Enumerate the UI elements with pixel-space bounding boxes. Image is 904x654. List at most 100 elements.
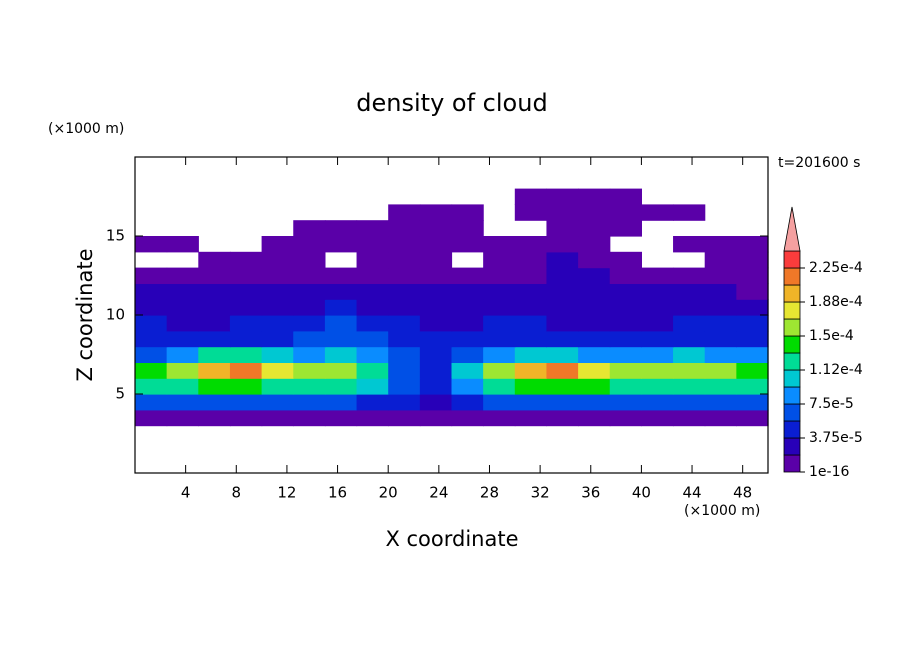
contour-cell	[546, 236, 579, 253]
contour-cell	[514, 283, 548, 300]
contour-cell	[514, 315, 548, 332]
contour-cell	[356, 409, 389, 427]
contour-cell	[324, 283, 358, 300]
contour-cell	[198, 409, 231, 427]
contour-cell	[229, 394, 263, 411]
contour-cell	[261, 362, 294, 379]
x-tick-label: 36	[581, 484, 600, 502]
contour-cell	[736, 346, 769, 363]
contour-cell	[578, 236, 611, 253]
contour-cell	[166, 299, 199, 316]
colorbar-tick-label: 3.75e-5	[809, 430, 863, 446]
contour-cell	[609, 315, 642, 332]
contour-cell	[514, 330, 548, 348]
contour-cell	[673, 330, 706, 348]
x-tick-label: 4	[181, 484, 191, 502]
contour-cell	[736, 267, 769, 284]
contour-cell	[546, 409, 579, 427]
contour-cell	[261, 315, 294, 332]
contour-cell	[261, 251, 294, 269]
contour-cell	[135, 299, 168, 316]
colorbar-bin	[783, 403, 801, 422]
contour-cell	[229, 299, 263, 316]
contour-cell	[546, 330, 579, 348]
contour-cell	[451, 346, 484, 363]
contour-cell	[198, 267, 231, 284]
contour-cell	[356, 346, 389, 363]
contour-cell	[546, 267, 579, 284]
colorbar-bin	[783, 284, 801, 303]
contour-cell	[673, 346, 706, 363]
contour-cell	[736, 394, 769, 411]
contour-cell	[673, 236, 706, 253]
contour-cell	[704, 394, 737, 411]
contour-cell	[388, 267, 421, 284]
contour-cell	[261, 378, 294, 395]
contour-cell	[388, 220, 421, 237]
contour-cell	[198, 283, 231, 300]
contour-cell	[451, 330, 484, 348]
contour-cell	[419, 283, 453, 300]
contour-cell	[356, 236, 389, 253]
contour-cell	[324, 220, 358, 237]
contour-cell	[736, 283, 769, 300]
contour-cell	[419, 220, 453, 237]
contour-cell	[166, 236, 199, 253]
contour-cell	[641, 283, 674, 300]
contour-cell	[673, 409, 706, 427]
contour-cell	[229, 315, 263, 332]
contour-cell	[388, 283, 421, 300]
colorbar-bin	[783, 454, 801, 473]
x-unit: (×1000 m)	[684, 503, 760, 519]
contour-cell	[546, 362, 579, 379]
contour-cell	[514, 267, 548, 284]
contour-cell	[419, 267, 453, 284]
contour-cell	[483, 251, 516, 269]
contour-cell	[419, 330, 453, 348]
contour-cell	[546, 299, 579, 316]
contour-cell	[166, 409, 199, 427]
contour-cell	[641, 362, 674, 379]
contour-cell	[261, 330, 294, 348]
contour-cell	[451, 409, 484, 427]
contour-cell	[135, 394, 168, 411]
contour-cell	[451, 283, 484, 300]
contour-cell	[419, 362, 453, 379]
contour-cell	[546, 251, 579, 269]
contour-cell	[578, 188, 611, 205]
contour-cell	[578, 346, 611, 363]
x-tick-label: 32	[531, 484, 550, 502]
contour-cell	[293, 283, 326, 300]
colorbar-tick-label: 7.5e-5	[809, 396, 854, 412]
x-tick-label: 8	[232, 484, 242, 502]
contour-cell	[736, 330, 769, 348]
contour-cell	[451, 299, 484, 316]
y-unit: (×1000 m)	[48, 121, 124, 137]
contour-cell	[736, 362, 769, 379]
contour-cell	[578, 283, 611, 300]
colorbar-bin	[783, 386, 801, 405]
contour-cell	[356, 378, 389, 395]
contour-cell	[356, 267, 389, 284]
contour-cell	[356, 394, 389, 411]
contour-cell	[514, 188, 548, 205]
contour-cell	[736, 378, 769, 395]
contour-cell	[578, 220, 611, 237]
contour-cell	[451, 378, 484, 395]
contour-cell	[514, 409, 548, 427]
contour-cell	[356, 220, 389, 237]
contour-cell	[356, 251, 389, 269]
contour-cell	[641, 378, 674, 395]
contour-cell	[609, 378, 642, 395]
contour-cell	[578, 267, 611, 284]
colorbar-bin	[783, 335, 801, 354]
y-tick-label: 15	[106, 227, 125, 245]
contour-cell	[609, 362, 642, 379]
contour-cell	[704, 346, 737, 363]
contour-cell	[704, 267, 737, 284]
x-tick-label: 28	[480, 484, 499, 502]
contour-cell	[578, 409, 611, 427]
contour-cell	[578, 204, 611, 221]
contour-cell	[673, 299, 706, 316]
contour-cell	[324, 378, 358, 395]
